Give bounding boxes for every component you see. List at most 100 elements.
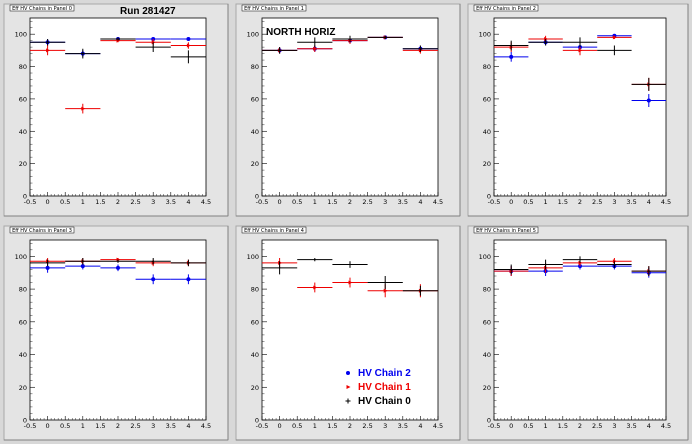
panel-5: Eff HV Chains in Panel 5-0.5 0 0.5 1 1.5 2 2.5…	[467, 225, 689, 441]
panel-title: Eff HV Chains in Panel 5	[473, 226, 539, 234]
data-point	[187, 262, 190, 264]
series-hv-chain-0	[30, 258, 206, 267]
x-tick-label: 4.5	[661, 422, 671, 430]
y-tick-label: 0	[23, 417, 27, 425]
data-point	[82, 52, 84, 55]
y-tick-label: 80	[19, 63, 27, 71]
y-tick-label: 80	[251, 63, 259, 71]
data-point	[544, 263, 547, 266]
x-tick-label: 2	[116, 422, 120, 430]
x-tick-label: 0.5	[292, 422, 302, 430]
panel-1: Eff HV Chains in Panel 1-0.5 0 0.5 1 1.5 2 2.5…	[235, 3, 461, 217]
data-point	[349, 263, 351, 266]
data-point	[187, 56, 190, 58]
plot-frame	[261, 17, 439, 197]
series-hv-chain-0	[262, 35, 438, 54]
x-tick-label: 1.5	[327, 422, 337, 430]
legend-entry: HV Chain 0	[345, 396, 411, 407]
legend-marker	[346, 371, 350, 375]
x-tick-label: -0.5	[488, 422, 501, 430]
x-tick-label: 0.5	[292, 198, 302, 206]
x-tick-label: 0.5	[523, 198, 533, 206]
y-tick-label: 0	[23, 193, 27, 201]
data-point	[384, 281, 386, 284]
y-tick-label: 20	[251, 384, 259, 392]
data-point	[349, 38, 351, 40]
x-tick-label: 1.5	[95, 198, 105, 206]
panel-title: Eff HV Chains in Panel 0	[9, 4, 75, 12]
panel-title-box	[241, 226, 307, 234]
panel-title-text: Eff HV Chains in Panel 2	[476, 6, 536, 12]
x-tick-label: 0	[46, 198, 50, 206]
series-hv-chain-0	[494, 256, 666, 276]
panel-title-box	[473, 4, 539, 12]
x-tick-label: 2.5	[130, 422, 140, 430]
data-point	[510, 268, 512, 271]
data-point	[313, 46, 318, 51]
y-tick-label: 80	[251, 286, 259, 294]
data-point	[152, 46, 154, 48]
data-point	[509, 54, 514, 59]
data-point	[383, 288, 388, 293]
data-point	[579, 258, 581, 261]
x-tick-label: 1	[544, 198, 548, 206]
x-tick-label: 1	[313, 422, 317, 430]
x-tick-label: 3.5	[166, 198, 176, 206]
x-tick-label: 2.5	[130, 198, 140, 206]
x-tick-label: -0.5	[256, 422, 269, 430]
data-point	[419, 48, 422, 50]
x-tick-label: 2	[348, 198, 352, 206]
data-point	[278, 267, 281, 269]
panel-title-text: Eff HV Chains in Panel 4	[244, 228, 304, 234]
legend-entry: HV Chain 1	[346, 382, 411, 393]
series-hv-chain-0	[30, 37, 206, 64]
legend: HV Chain 2 HV Chain 1 HV Chain 0	[345, 368, 411, 407]
panel-title-text: Eff HV Chains in Panel 0	[12, 6, 72, 12]
x-tick-label: 3.5	[626, 198, 636, 206]
x-tick-label: 1.5	[558, 198, 568, 206]
x-tick-label: 0	[46, 422, 50, 430]
panel-title-text: Eff HV Chains in Panel 5	[476, 228, 536, 234]
series-hv-chain-0	[494, 37, 666, 91]
y-tick-label: 100	[479, 253, 491, 261]
x-tick-label: 4.5	[433, 422, 443, 430]
data-point	[419, 290, 422, 292]
data-point	[80, 264, 85, 269]
y-tick-label: 100	[15, 253, 27, 261]
legend-entry: HV Chain 2	[346, 368, 411, 379]
y-tick-label: 40	[19, 351, 27, 359]
x-tick-label: 0.5	[523, 422, 533, 430]
x-tick-label: 1	[81, 198, 85, 206]
x-tick-label: 4	[186, 422, 190, 430]
y-tick-label: 60	[251, 318, 259, 326]
x-tick-label: -0.5	[24, 198, 37, 206]
x-tick-label: 0	[509, 422, 513, 430]
data-point	[186, 37, 191, 42]
panel-title: Eff HV Chains in Panel 1	[241, 4, 307, 12]
data-point	[579, 41, 581, 43]
data-point	[117, 38, 119, 40]
y-tick-label: 80	[19, 286, 27, 294]
y-tick-label: 60	[483, 318, 491, 326]
data-point	[613, 263, 616, 266]
x-tick-label: 2	[578, 198, 582, 206]
data-point	[648, 83, 650, 86]
x-tick-label: 1.5	[327, 198, 337, 206]
data-point	[186, 43, 191, 48]
data-point	[384, 36, 386, 39]
y-tick-label: 40	[483, 128, 491, 136]
legend-label: HV Chain 2	[358, 368, 411, 379]
data-point	[578, 48, 583, 53]
panel-annotation: NORTH HORIZ	[266, 27, 335, 38]
y-tick-label: 20	[483, 160, 491, 168]
data-point	[117, 260, 119, 262]
y-tick-label: 20	[251, 160, 259, 168]
plot-frame	[261, 239, 439, 421]
y-tick-label: 60	[483, 95, 491, 103]
series-hv-chain-0	[262, 258, 438, 296]
x-tick-label: 3	[383, 422, 387, 430]
x-tick-label: 3.5	[626, 422, 636, 430]
x-tick-label: 4.5	[201, 422, 211, 430]
panel-title: Eff HV Chains in Panel 4	[241, 226, 307, 234]
panel-2: Eff HV Chains in Panel 2-0.5 0 0.5 1 1.5 2 2.5…	[467, 3, 689, 217]
